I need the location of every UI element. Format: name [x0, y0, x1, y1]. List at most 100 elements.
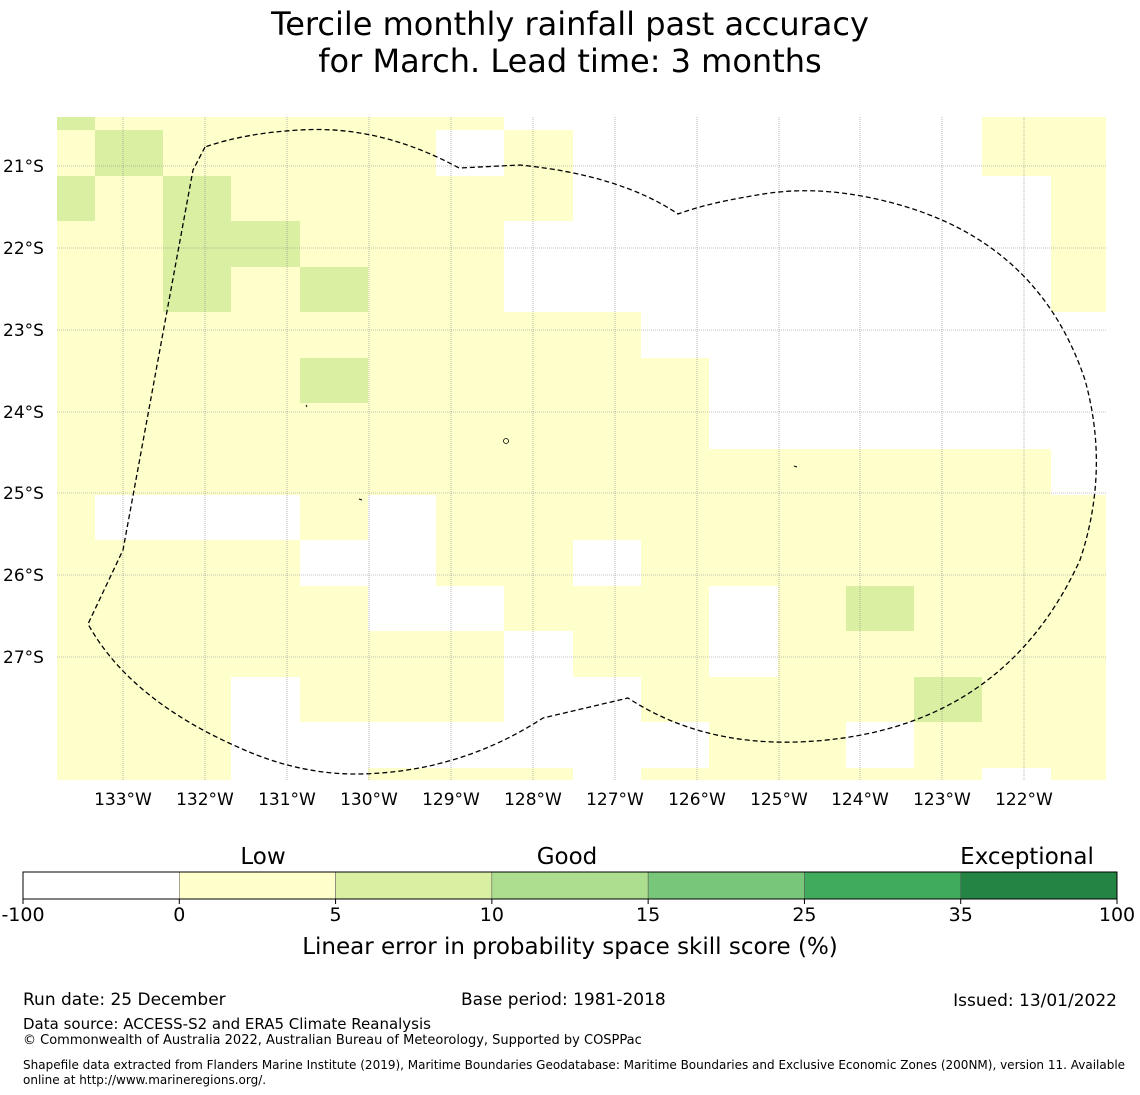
skill-cell [436, 449, 504, 495]
colorbar-segment [960, 871, 1118, 900]
skill-cell [846, 117, 914, 130]
skill-cell [641, 221, 709, 267]
skill-cell [95, 631, 163, 677]
skill-cell [1051, 358, 1106, 403]
skill-cell [504, 130, 573, 176]
longitude-label: 131°W [258, 790, 316, 810]
skill-cell [846, 768, 914, 780]
skill-cell [300, 677, 368, 722]
skill-cell [914, 586, 982, 631]
skill-cell [436, 586, 504, 631]
longitude-label: 126°W [668, 790, 726, 810]
skill-cell [573, 267, 641, 312]
base-period: Base period: 1981-2018 [461, 990, 666, 1010]
skill-cell [1051, 722, 1106, 768]
skill-cell [368, 403, 436, 449]
skill-cell [641, 631, 709, 677]
skill-cell [300, 358, 368, 403]
skill-cell [163, 631, 231, 677]
longitude-label: 125°W [750, 790, 808, 810]
skill-cell [982, 449, 1051, 495]
skill-cell [982, 403, 1051, 449]
skill-cell [300, 768, 368, 780]
skill-cell [573, 130, 641, 176]
skill-cell [641, 358, 709, 403]
skill-cell [709, 631, 778, 677]
skill-cell [914, 540, 982, 586]
skill-cell [231, 221, 300, 267]
skill-cell [573, 117, 641, 130]
skill-cell [504, 540, 573, 586]
skill-cell [95, 540, 163, 586]
skill-cell [709, 495, 778, 540]
skill-cell [368, 677, 436, 722]
skill-cell [95, 358, 163, 403]
skill-cell [163, 117, 231, 130]
skill-cell [1051, 449, 1106, 495]
skill-cell [641, 540, 709, 586]
skill-cell [368, 117, 436, 130]
colorbar-group-exceptional: Exceptional [960, 844, 1094, 870]
skill-cell [982, 176, 1051, 221]
latitude-label: 24°S [3, 403, 44, 423]
skill-cell [641, 117, 709, 130]
skill-cell [1051, 403, 1106, 449]
island-markers [305, 404, 798, 501]
colorbar-segment [804, 871, 961, 900]
skill-cell [1051, 221, 1106, 267]
skill-cell [436, 176, 504, 221]
skill-cell [778, 403, 846, 449]
skill-cell [709, 768, 778, 780]
skill-cell [846, 495, 914, 540]
latitude-label: 22°S [3, 239, 44, 259]
skill-cell [368, 768, 436, 780]
skill-cell [778, 267, 846, 312]
longitude-label: 130°W [340, 790, 398, 810]
skill-cell [982, 117, 1051, 130]
skill-cell [300, 449, 368, 495]
skill-cell [914, 677, 982, 722]
skill-cell [709, 221, 778, 267]
skill-cell [300, 130, 368, 176]
latitude-label: 26°S [3, 566, 44, 586]
colorbar: Low Good Exceptional -100 0 5 10 15 25 35 100 L… [1, 844, 1135, 960]
skill-cell [1051, 631, 1106, 677]
skill-cell [95, 403, 163, 449]
skill-cell [709, 130, 778, 176]
skill-cell [709, 176, 778, 221]
skill-cell [573, 768, 641, 780]
skill-cell [641, 586, 709, 631]
skill-cell [846, 130, 914, 176]
skill-cell [504, 176, 573, 221]
skill-cell [1051, 176, 1106, 221]
skill-cell [1051, 677, 1106, 722]
colorbar-tick-label: 100 [1099, 904, 1135, 926]
skill-cell [641, 495, 709, 540]
graticule [57, 117, 1106, 780]
colorbar-segment [491, 871, 649, 900]
skill-cell [846, 176, 914, 221]
skill-cell [504, 722, 573, 768]
skill-cell [300, 586, 368, 631]
skill-cell [163, 586, 231, 631]
skill-cell [641, 267, 709, 312]
skill-cell [982, 540, 1051, 586]
skill-cell [573, 358, 641, 403]
skill-cell [982, 312, 1051, 358]
skill-cell [300, 631, 368, 677]
copyright: © Commonwealth of Australia 2022, Austra… [23, 1033, 642, 1048]
skill-cell [1051, 768, 1106, 780]
skill-cell [504, 403, 573, 449]
colorbar-tick-label: 15 [636, 904, 660, 926]
skill-cell [982, 130, 1051, 176]
skill-cell [368, 631, 436, 677]
skill-cell [504, 449, 573, 495]
skill-cell [436, 358, 504, 403]
skill-cell [573, 403, 641, 449]
skill-cell [163, 768, 231, 780]
skill-cell [846, 312, 914, 358]
skill-cell [163, 221, 231, 267]
skill-cell [982, 722, 1051, 768]
skill-cell [57, 722, 95, 768]
latitude-label: 21°S [3, 157, 44, 177]
